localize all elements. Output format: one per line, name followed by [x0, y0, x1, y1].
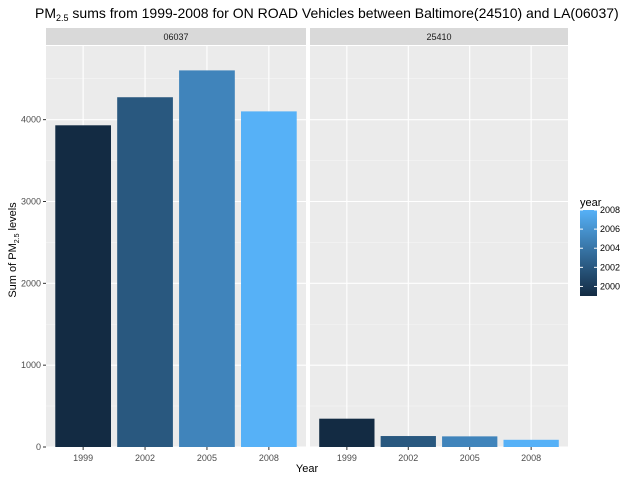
bar-06037-2002 [117, 97, 173, 447]
x-tick-label: 2005 [197, 453, 217, 463]
legend-tick-label: 2008 [600, 205, 620, 215]
facet-strip-label: 06037 [163, 32, 188, 42]
facet-strip [46, 28, 306, 45]
legend-tick-label: 2006 [600, 224, 620, 234]
legend-tick-label: 2002 [600, 262, 620, 272]
facet-panel-25410: 1999 2002 2005 2008 25410 [310, 28, 568, 463]
legend-tick-label: 2004 [600, 243, 620, 253]
x-tick-label: 2002 [135, 453, 155, 463]
bar-06037-2005 [179, 70, 235, 448]
y-tick-label: 0 [36, 442, 41, 452]
facet-panel-06037: 1999 2002 2005 2008 06037 [46, 28, 306, 463]
bar-06037-1999 [55, 125, 111, 447]
y-tick-label: 2000 [21, 278, 41, 288]
bar-25410-2005 [442, 436, 498, 447]
title-main: PM [35, 5, 56, 21]
x-tick-label: 2008 [521, 453, 541, 463]
legend-colorbar [580, 210, 597, 296]
facet-panels: 1999 2002 2005 2008 06037 1999 2002 2005 2008 254… [46, 28, 568, 463]
y-axis-title: Sum of PM2.5 levels [7, 202, 21, 298]
y-tick-label: 4000 [21, 115, 41, 125]
bar-25410-2008 [503, 439, 559, 447]
y-title-main: Sum of PM [7, 243, 19, 297]
x-tick-label: 2008 [259, 453, 279, 463]
title-subscript: 2.5 [56, 13, 69, 23]
x-tick-label: 1999 [73, 453, 93, 463]
x-tick-label: 2002 [398, 453, 418, 463]
x-tick-label: 2005 [460, 453, 480, 463]
facet-strip-label: 25410 [426, 32, 451, 42]
bar-25410-2002 [380, 436, 436, 447]
panel-background [310, 46, 568, 447]
facet-strip [310, 28, 568, 45]
legend-tick-label: 2000 [600, 281, 620, 291]
y-tick-label: 1000 [21, 360, 41, 370]
y-title-subscript: 2.5 [14, 233, 21, 243]
y-title-rest: levels [7, 202, 19, 234]
y-axis: 0 1000 2000 3000 4000 [21, 115, 46, 452]
chart-title: PM2.5 sums from 1999-2008 for ON ROAD Ve… [35, 5, 619, 23]
x-tick-label: 1999 [337, 453, 357, 463]
legend-title: year [580, 197, 602, 209]
bar-06037-2008 [241, 111, 297, 448]
x-axis-title: Year [296, 463, 319, 475]
title-rest: sums from 1999-2008 for ON ROAD Vehicles… [69, 5, 619, 21]
y-tick-label: 3000 [21, 196, 41, 206]
legend: year 2000 2002 2004 2006 2008 [580, 197, 620, 296]
bar-25410-1999 [319, 418, 375, 447]
